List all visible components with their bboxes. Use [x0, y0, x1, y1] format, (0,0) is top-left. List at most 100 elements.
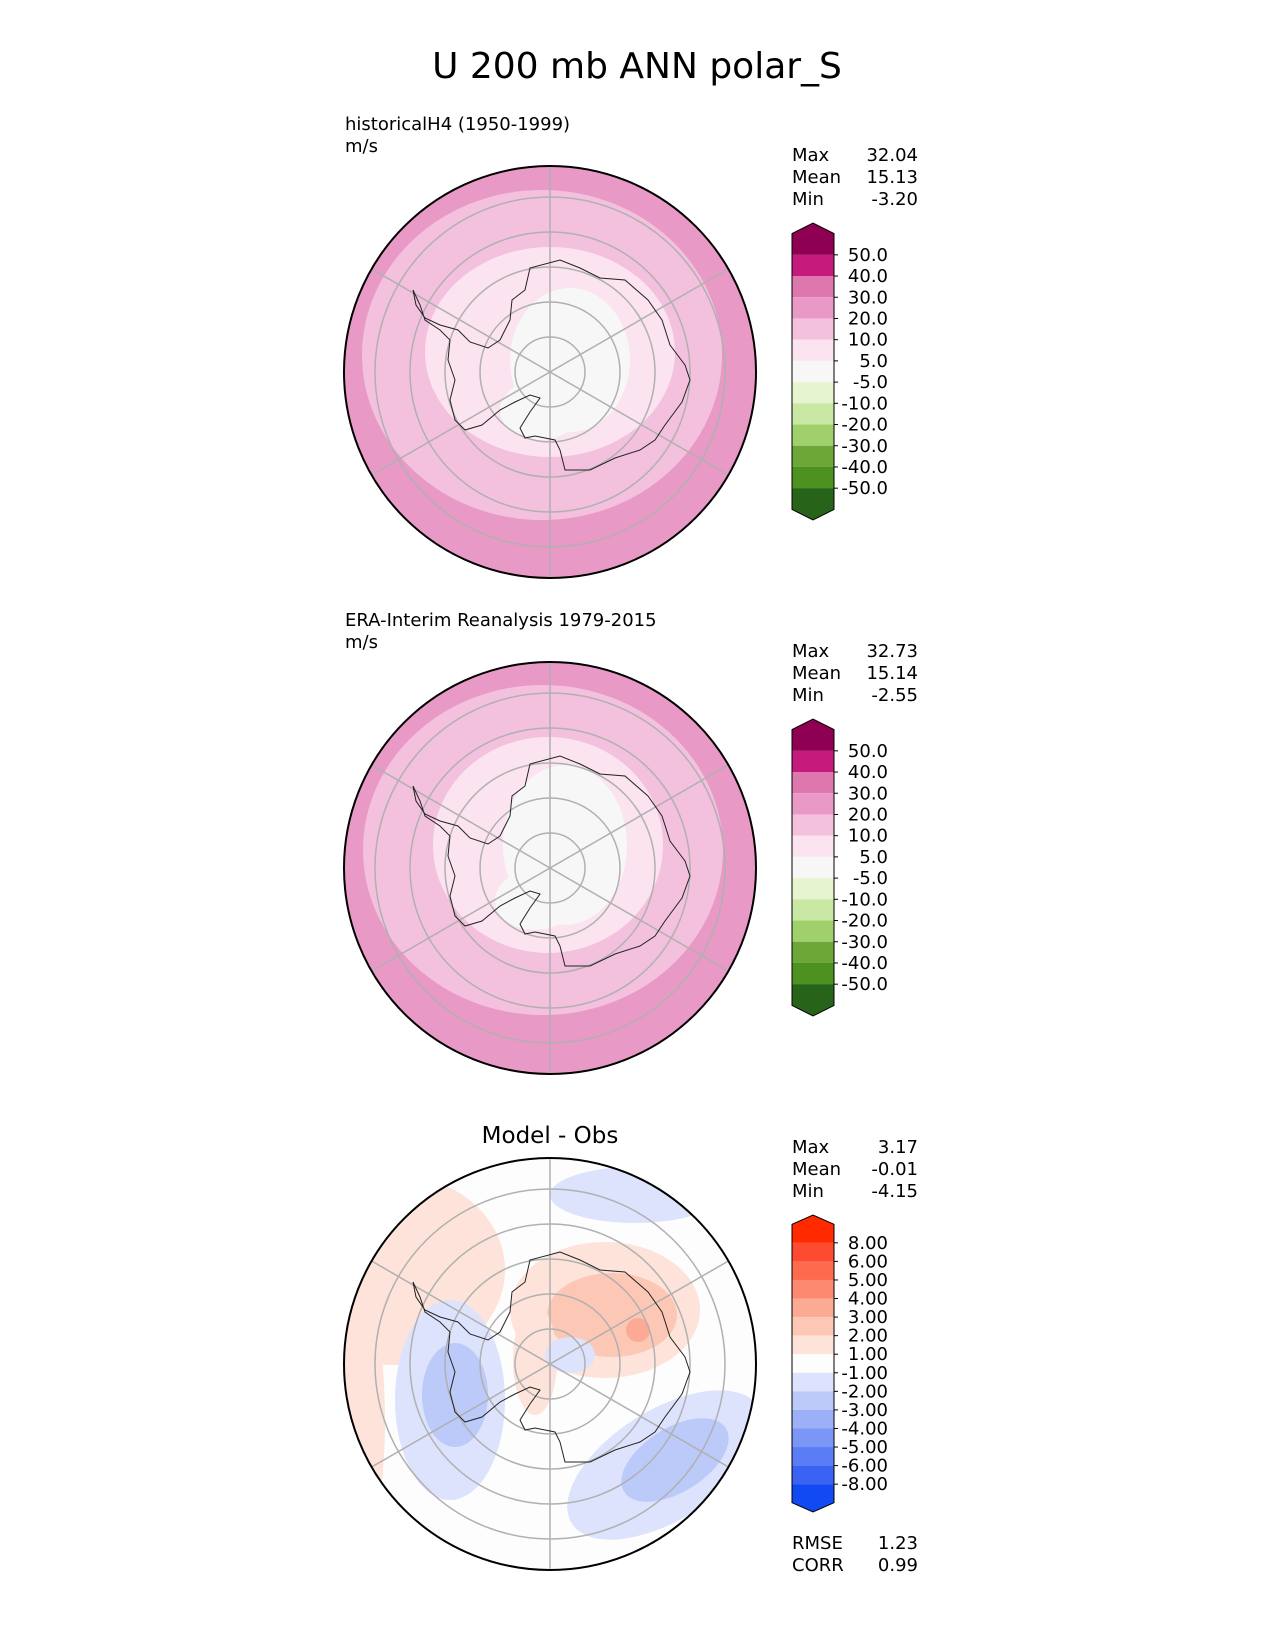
colorbar-tick-label: -5.0	[853, 372, 888, 393]
stat-value-max: 3.17	[878, 1137, 918, 1158]
colorbar-segment	[792, 318, 834, 340]
colorbar-tick-label: -5.00	[841, 1437, 888, 1458]
colorbar-segment	[792, 814, 834, 836]
colorbar-tick-label: 10.0	[848, 330, 888, 351]
colorbar-segment	[792, 403, 834, 425]
graticule	[371, 166, 729, 578]
coastline-antarctica	[412, 1251, 691, 1463]
colorbar-segment	[792, 339, 834, 361]
panel-title: ERA-Interim Reanalysis 1979-2015	[345, 610, 657, 631]
colorbar-tick-label: 30.0	[848, 783, 888, 804]
coastline-antarctica	[412, 259, 691, 471]
colorbar-tick-label: -30.0	[841, 932, 888, 953]
colorbar-tick-label: 40.0	[848, 266, 888, 287]
panel-units: m/s	[345, 632, 378, 653]
colorbar-tick-label: -20.0	[841, 911, 888, 932]
stat-label-max: Max	[792, 1137, 830, 1158]
colorbar-tick-label: 50.0	[848, 741, 888, 762]
colorbar-outline	[791, 1214, 835, 1513]
colorbar-tick-label: -5.0	[853, 868, 888, 889]
colorbar: 50.040.030.020.010.05.0-5.0-10.0-20.0-30…	[791, 222, 888, 521]
colorbar-segment	[792, 1465, 834, 1485]
figure-title: U 200 mb ANN polar_S	[432, 46, 842, 87]
stat-value-min: -3.20	[871, 189, 918, 210]
colorbar-tick-label: -20.0	[841, 415, 888, 436]
stat-label-max: Max	[792, 145, 830, 166]
colorbar-segment	[792, 1215, 834, 1243]
colorbar-tick-label: 10.0	[848, 826, 888, 847]
diff-positive-east-3	[626, 1318, 650, 1342]
colorbar-segment	[792, 223, 834, 255]
colorbar-segment	[792, 254, 834, 277]
stats-block: Max 32.73 Mean 15.14 Min -2.55	[792, 641, 918, 706]
colorbar-segment	[792, 835, 834, 857]
colorbar-tick-label: 6.00	[848, 1251, 888, 1272]
stat-label-mean: Mean	[792, 167, 841, 188]
colorbar-segment	[792, 878, 834, 900]
diff-negative-west-2	[422, 1343, 488, 1447]
panel-title: Model - Obs	[482, 1123, 619, 1149]
panel-title: historicalH4 (1950-1999)	[345, 114, 570, 135]
colorbar-segment	[792, 719, 834, 751]
colorbar-segment	[792, 962, 834, 985]
stat-label-min: Min	[792, 1181, 824, 1202]
colorbar-segment	[792, 941, 834, 963]
colorbar-tick-label: 3.00	[848, 1307, 888, 1328]
stat-value-mean: -0.01	[871, 1159, 918, 1180]
stat-label-mean: Mean	[792, 663, 841, 684]
colorbar-tick-label: -6.00	[841, 1456, 888, 1477]
colorbar-segment	[792, 899, 834, 921]
colorbar-tick-label: -3.00	[841, 1400, 888, 1421]
colorbar-segment	[792, 772, 834, 794]
colorbar-segment	[792, 360, 834, 383]
colorbar-tick-label: 1.00	[848, 1344, 888, 1365]
colorbar-segment	[792, 1354, 834, 1373]
coastline-antarctica	[412, 755, 691, 967]
stat-value-rmse: 1.23	[878, 1533, 918, 1554]
colorbar: 50.040.030.020.010.05.0-5.0-10.0-20.0-30…	[791, 718, 888, 1017]
colorbar-segment	[792, 1335, 834, 1355]
map-boundary	[343, 1157, 757, 1571]
colorbar-tick-label: -1.00	[841, 1363, 888, 1384]
colorbar-segment	[792, 1279, 834, 1299]
colorbar-tick-label: 20.0	[848, 308, 888, 329]
stats-block: Max 3.17 Mean -0.01 Min -4.15	[792, 1137, 918, 1202]
colorbar-segment	[792, 382, 834, 404]
colorbar-segment	[792, 920, 834, 942]
stat-value-max: 32.04	[866, 145, 918, 166]
graticule	[371, 1158, 729, 1570]
colorbar-tick-label: -10.0	[841, 889, 888, 910]
polar-map	[344, 166, 756, 578]
colorbar-segment	[792, 984, 834, 1016]
stat-label-max: Max	[792, 641, 830, 662]
colorbar-tick-label: -2.00	[841, 1381, 888, 1402]
colorbar-segment	[792, 1447, 834, 1466]
diff-negative-southeast-2	[621, 1418, 729, 1502]
colorbar-segment	[792, 1298, 834, 1318]
stat-value-max: 32.73	[866, 641, 918, 662]
colorbar-tick-label: -40.0	[841, 953, 888, 974]
colorbar-tick-label: -10.0	[841, 393, 888, 414]
colorbar-tick-label: -30.0	[841, 436, 888, 457]
colorbar-segment	[792, 445, 834, 467]
colorbar-segment	[792, 1484, 834, 1512]
colorbar-tick-label: -8.00	[841, 1474, 888, 1495]
colorbar-tick-label: 5.0	[859, 351, 888, 372]
colorbar-segment	[792, 1261, 834, 1280]
graticule	[371, 662, 729, 1074]
panel-difference: Model - Obs	[343, 1123, 918, 1576]
colorbar-tick-label: 4.00	[848, 1289, 888, 1310]
colorbar-segment	[792, 1242, 834, 1262]
colorbar-tick-label: -50.0	[841, 478, 888, 499]
colorbar-tick-label: 5.0	[859, 847, 888, 868]
colorbar-segment	[792, 856, 834, 879]
polar-map	[344, 662, 756, 1074]
stat-value-min: -2.55	[871, 685, 918, 706]
colorbar-tick-label: 50.0	[848, 245, 888, 266]
colorbar-tick-label: 40.0	[848, 762, 888, 783]
stat-label-mean: Mean	[792, 1159, 841, 1180]
stat-label-min: Min	[792, 685, 824, 706]
panel-model: historicalH4 (1950-1999) m/s Max 32.04 M…	[343, 114, 918, 579]
colorbar-outline	[791, 718, 835, 1017]
colorbar-tick-label: 2.00	[848, 1326, 888, 1347]
